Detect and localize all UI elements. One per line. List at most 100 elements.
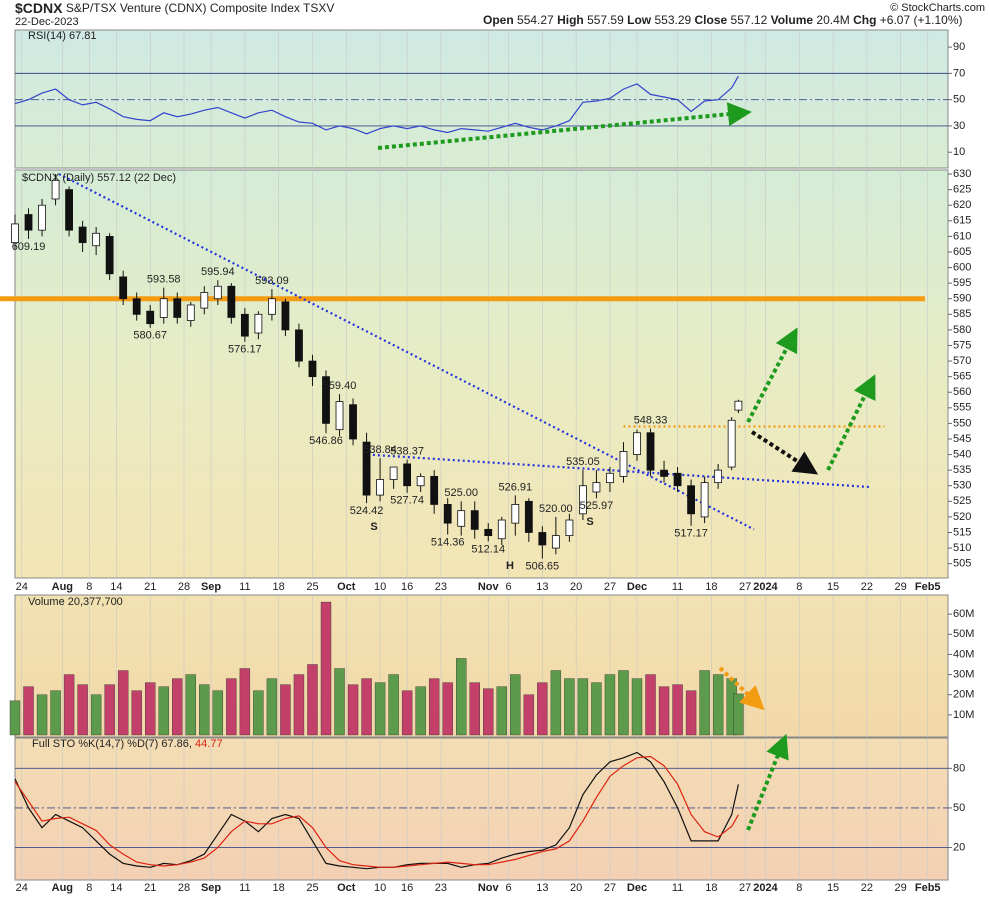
candle-body: [119, 276, 128, 300]
arrow: [746, 327, 798, 423]
sto-title-line: Full STO %K(14,7) %D(7) 67.86, 44.77: [32, 738, 223, 750]
volume-bar: [226, 678, 237, 736]
volume-bar: [9, 700, 21, 736]
candle-body: [660, 469, 668, 477]
volume-bar: [374, 682, 386, 736]
x-tick-label: 22: [861, 581, 873, 593]
volume-bar: [523, 694, 535, 736]
volume-bar: [361, 678, 372, 736]
candle-body: [389, 466, 398, 480]
arrow: [718, 666, 765, 711]
x-tick-label: 11: [239, 581, 250, 593]
series-line: [14, 755, 739, 868]
y-tick-label: 565: [953, 371, 971, 383]
y-tick-label: 520: [953, 511, 971, 523]
pattern-label: S: [586, 516, 593, 528]
candle-body: [362, 441, 371, 496]
candle-body: [524, 500, 533, 533]
x-tick-label: 18: [273, 581, 285, 593]
y-tick-label: 80: [953, 762, 965, 774]
high-label: 520.00: [539, 503, 573, 515]
volume-bar: [239, 668, 251, 736]
high-label: High: [557, 13, 584, 27]
high-label: 526.91: [498, 481, 532, 493]
volume-bar: [293, 674, 305, 736]
close-label: Close: [695, 13, 728, 27]
price-title: $CDNX (Daily) 557.12 (22 Dec): [22, 172, 176, 184]
x-tick-label: 6: [505, 581, 511, 593]
x-tick-label: 27: [604, 882, 616, 894]
x-tick-label: 27: [604, 581, 616, 593]
volume-bar: [388, 674, 399, 736]
volume-bar: [428, 678, 440, 736]
x-tick-label: 20: [570, 882, 582, 894]
candle-body: [146, 310, 155, 325]
candle-body: [376, 479, 384, 496]
candle-body: [727, 419, 736, 468]
candle-body: [497, 519, 506, 540]
volume-bar: [145, 682, 156, 736]
y-tick-label: 70: [953, 67, 965, 79]
candle-body: [619, 451, 628, 477]
volume-bar: [320, 601, 332, 736]
price-panel: [14, 169, 949, 579]
candle-body: [24, 214, 33, 231]
candle-body: [200, 292, 209, 309]
low-label: 514.36: [431, 536, 465, 548]
volume-bar: [685, 690, 697, 736]
y-tick-label: 90: [953, 41, 965, 53]
y-tick-label: 525: [953, 495, 971, 507]
volume-bar: [104, 684, 115, 736]
volume-bar: [537, 682, 548, 736]
low-label: 527.74: [390, 495, 424, 507]
y-tick-label: 535: [953, 464, 971, 476]
volume-bar: [604, 674, 616, 736]
volume-bar: [699, 670, 710, 736]
candle-body: [295, 329, 303, 362]
volume-bar: [550, 670, 562, 736]
high-label: 548.33: [634, 415, 668, 427]
y-tick-label: 20: [953, 841, 965, 853]
low-label: 525.97: [580, 500, 614, 512]
x-tick-label: 11: [672, 581, 683, 593]
y-tick-label: 30M: [953, 668, 974, 680]
volume-bar: [50, 690, 61, 736]
candle-body: [592, 482, 601, 493]
volume-bar: [733, 693, 744, 736]
candle-body: [173, 298, 182, 318]
x-tick-label: 29: [895, 882, 907, 894]
y-tick-label: 30: [953, 120, 965, 132]
arrow: [377, 102, 752, 150]
volume-bar: [199, 684, 210, 736]
candle-body: [646, 432, 655, 471]
y-tick-label: 50M: [953, 628, 974, 640]
candle-body: [51, 179, 60, 200]
volume-bar: [496, 686, 507, 736]
volume-title: Volume 20,377,700: [28, 596, 123, 608]
high-label: 538.37: [390, 446, 424, 458]
volume-bar: [212, 690, 224, 736]
x-tick-label: Nov: [478, 581, 500, 593]
volume-bar: [456, 658, 467, 736]
candle-body: [78, 226, 87, 244]
candle-body: [268, 298, 276, 315]
low-label: 546.86: [309, 435, 343, 447]
x-tick-label: 14: [110, 581, 122, 593]
x-tick-label: 18: [705, 882, 717, 894]
x-tick-label: 21: [144, 882, 156, 894]
volume-bar: [618, 670, 629, 736]
y-tick-label: 630: [953, 168, 971, 180]
y-tick-label: 540: [953, 448, 971, 460]
volume-bar: [672, 684, 683, 736]
x-tick-label: 28: [178, 882, 190, 894]
candle-body: [254, 313, 263, 334]
x-tick-label: Sep: [201, 882, 221, 894]
y-tick-label: 20M: [953, 689, 974, 701]
x-tick-label: 18: [705, 581, 717, 593]
low-label: Low: [627, 13, 652, 27]
candle-body: [579, 485, 587, 515]
x-tick-label: 2024: [753, 882, 778, 894]
candle-body: [430, 475, 439, 505]
volume-panel: [14, 594, 949, 738]
